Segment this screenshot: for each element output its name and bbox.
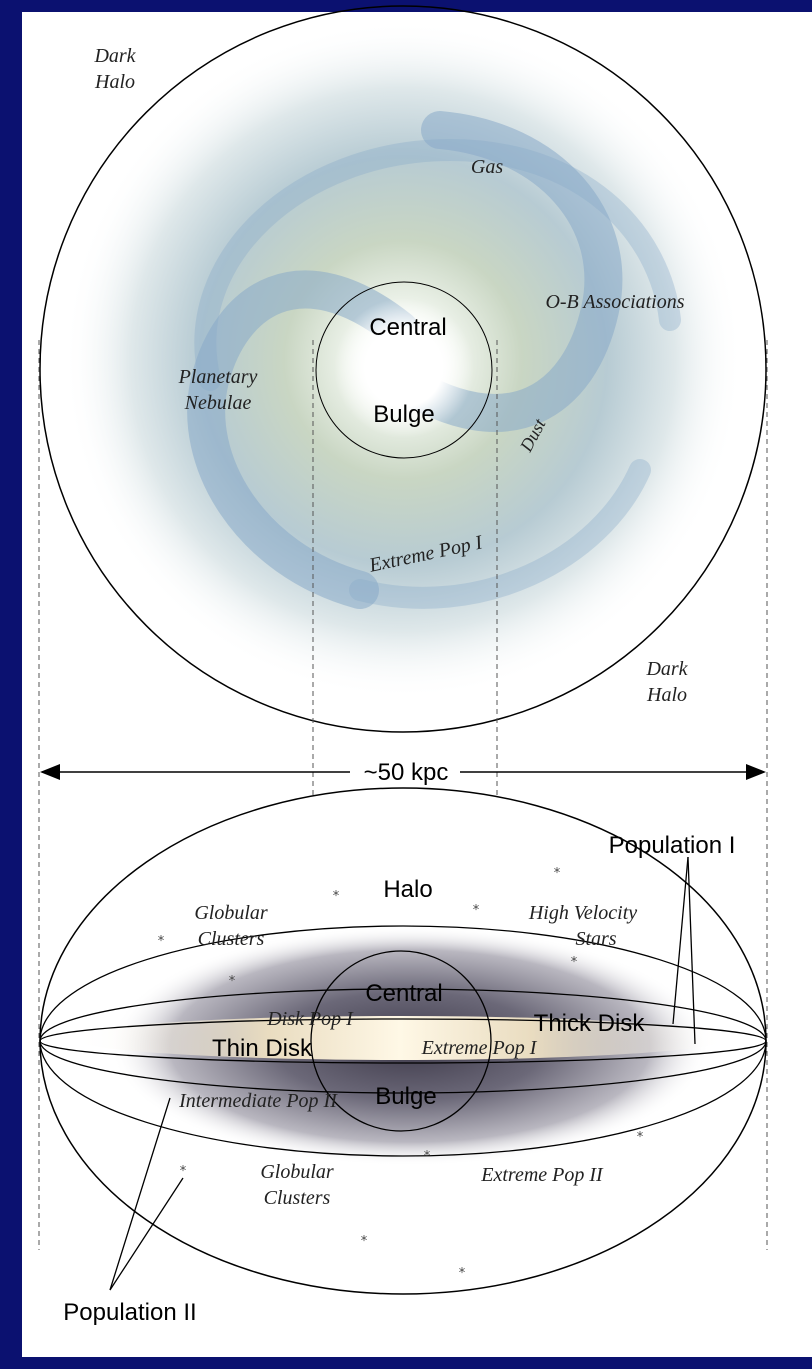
disk-pop1-label: Disk Pop I [266,1008,354,1030]
central-bulge-circle [315,281,493,459]
svg-text:*: * [229,974,236,989]
top-bulge-label: Bulge [373,401,434,428]
side-bulge-label: Bulge [375,1083,436,1110]
dark-halo-boundary [39,5,767,733]
dark-halo-top-label-1: Dark [93,45,136,67]
gas-label: Gas [471,156,503,178]
globular-clusters-bottom-label-2: Clusters [264,1187,331,1209]
thick-disk-label: Thick Disk [534,1010,646,1037]
side-view-galaxy: * * * * * * * * * * * [39,787,767,1295]
svg-text:*: * [473,903,480,918]
side-bulge-circle [310,950,492,1132]
extreme-pop1-side-label: Extreme Pop I [421,1037,538,1059]
high-velocity-stars-label-2: Stars [575,928,616,950]
spiral-arms [187,111,681,609]
svg-text:*: * [637,1130,644,1145]
high-velocity-stars-label-1: High Velocity [528,902,637,924]
svg-text:*: * [333,889,340,904]
svg-text:*: * [361,1234,368,1249]
cluster-markers: * * * * * * * * * * * [158,866,644,1281]
svg-text:*: * [424,1149,431,1164]
pointer-lines [109,856,696,1291]
scale-bar [40,764,766,780]
dark-halo-top-label-2: Halo [94,71,135,93]
globular-clusters-top-label-2: Clusters [198,928,265,950]
svg-text:*: * [554,866,561,881]
top-central-label: Central [369,314,446,341]
planetary-nebulae-label-1: Planetary [178,366,258,388]
globular-clusters-bottom-label-1: Globular [260,1161,334,1183]
population-1-label: Population I [609,832,736,859]
thin-disk-label: Thin Disk [212,1035,313,1062]
population-2-label: Population II [63,1299,196,1326]
labels: Dark Halo Gas O-B Associations Central B… [63,45,735,1326]
globular-clusters-top-label-1: Globular [194,902,268,924]
dark-halo-bottom-label-1: Dark [645,658,688,680]
dark-halo-bottom-label-2: Halo [646,684,687,706]
intermediate-pop2-label: Intermediate Pop II [178,1090,338,1112]
svg-text:*: * [158,934,165,949]
side-central-label: Central [365,980,442,1007]
scale-label: ~50 kpc [364,759,449,786]
halo-label: Halo [383,876,432,903]
top-view-galaxy [63,20,743,700]
svg-text:*: * [571,955,578,970]
thin-disk-outline [39,1018,767,1064]
svg-text:*: * [459,1266,466,1281]
svg-text:*: * [180,1164,187,1179]
planetary-nebulae-label-2: Nebulae [184,392,252,414]
ob-associations-label: O-B Associations [545,291,684,313]
extreme-pop2-label: Extreme Pop II [480,1164,604,1186]
